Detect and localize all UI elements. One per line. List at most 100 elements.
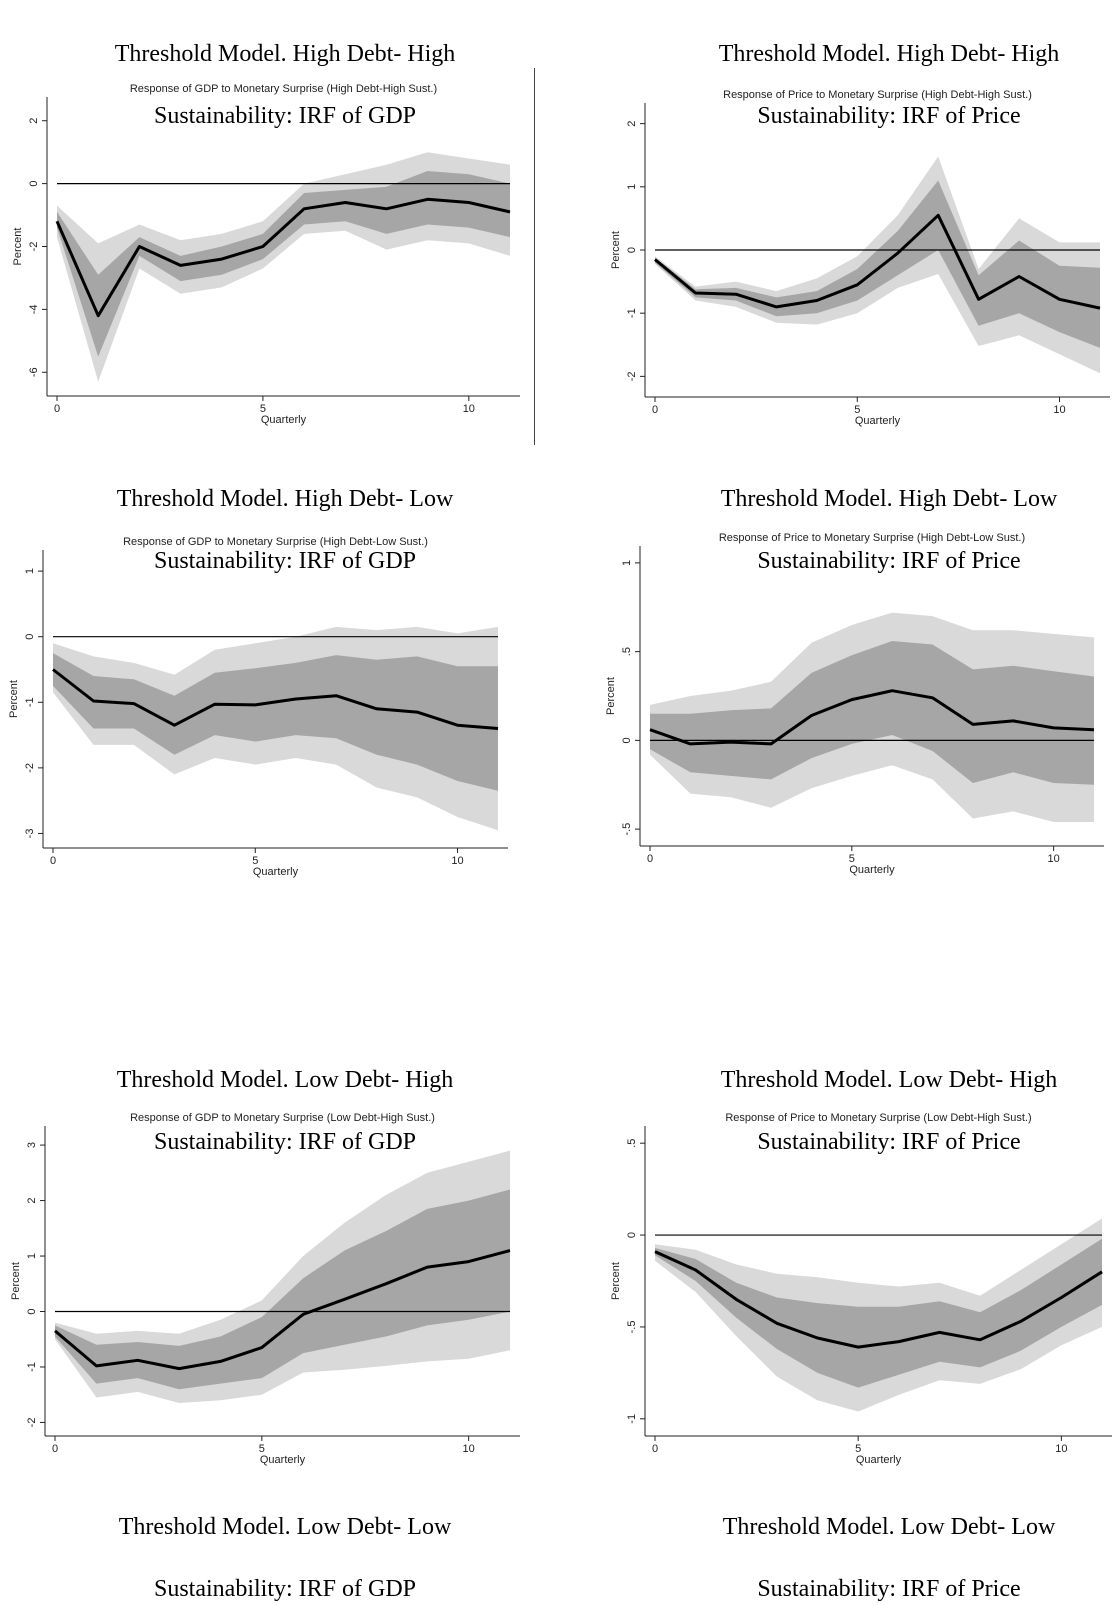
x-tick-label: 0 [50,855,56,867]
x-axis-label: Quarterly [849,864,895,876]
panel-title-price-high-debt-low-sust: Threshold Model. High Debt- Low Sustaina… [654,453,1116,577]
panel-title-line: Threshold Model. High Debt- High [114,41,456,67]
inner-confidence-band [53,653,498,791]
y-tick-label: -.5 [621,823,633,836]
x-tick-label: 5 [849,853,855,865]
irf-line [654,1250,1103,1349]
inner-confidence-band [655,1238,1102,1388]
panel-title-line: Threshold Model. Low Debt- Low [722,1514,1056,1540]
chart-title: Response of GDP to Monetary Surprise (Lo… [130,1112,435,1124]
x-tick-label: 10 [463,403,475,415]
panel-title-line: Threshold Model. High Debt- Low [116,486,454,512]
inner-confidence-band [57,171,510,357]
y-tick-label: 1 [626,184,638,190]
chart-price-high-debt-low-sust: 1 .5 0 -.5 0 5 10 Quarterly Percent Response of P… [0,526,1116,894]
panel-divider [534,68,535,445]
inner-confidence-band [55,1189,510,1390]
y-axis-label: Percent [605,677,617,715]
chart-price-low-debt-high-sust: .5 0 -.5 -1 0 5 10 Quarterly Percent Response of … [0,1102,1116,1480]
chart-title: Response of Price to Monetary Surprise (… [723,89,1032,101]
panel-title-line: Sustainability: IRF of GDP [153,1576,417,1602]
y-tick-label: -1 [626,1414,638,1424]
y-tick-label: .5 [621,647,633,656]
y-tick-label: -2 [24,763,36,773]
y-tick-label: 3 [26,1142,38,1148]
x-tick-label: 10 [1053,404,1065,416]
y-tick-label: 2 [28,118,40,124]
x-axis-label: Quarterly [856,1454,902,1466]
y-tick-label: 0 [626,247,638,253]
panel-title-line: Threshold Model. Low Debt- Low [118,1514,452,1540]
irf-line [54,1249,511,1371]
chart-svg: 1 .5 0 -.5 0 5 10 Quarterly Percent Response of P… [605,532,1104,876]
panel-title-line: Sustainability: IRF of Price [757,548,1021,574]
y-axis-label: Percent [8,680,20,718]
y-tick-label: 1 [24,568,36,574]
y-tick-label: -2 [28,242,40,252]
chart-gdp-low-debt-high-sust: 3 2 1 0 -1 -2 0 5 10 Quarterly Percent Response of … [0,1102,540,1480]
x-tick-label: 10 [451,855,463,867]
y-tick-label: 2 [26,1198,38,1204]
irf-line [649,689,1095,746]
chart-svg: 2 0 -2 -4 -6 0 5 10 Quarterly Percent Response of … [12,83,520,426]
panel-title-line: Threshold Model. High Debt- High [718,41,1060,67]
panel-title-gdp-low-debt-low-sust: Threshold Model. Low Debt- Low Sustainab… [50,1481,520,1605]
y-tick-label: -2 [26,1418,38,1428]
panel-title-price-low-debt-low-sust: Threshold Model. Low Debt- Low Sustainab… [654,1481,1116,1605]
y-tick-label: -3 [24,829,36,839]
y-tick-label: 0 [28,181,40,187]
x-tick-label: 5 [260,403,266,415]
panel-title-line: Threshold Model. Low Debt- High [116,1067,454,1093]
y-tick-label: -1 [626,308,638,318]
panel-title-gdp-low-debt-high-sust: Threshold Model. Low Debt- High Sustaina… [50,1034,520,1158]
y-axis-label: Percent [610,1262,622,1300]
y-tick-label: 0 [626,1232,638,1238]
y-tick-label: -4 [28,304,40,314]
y-tick-label: 1 [26,1253,38,1259]
panel-title-gdp-high-debt-high-sust: Threshold Model. High Debt- High Sustain… [50,8,520,132]
x-tick-label: 0 [652,404,658,416]
chart-price-high-debt-high-sust: 2 1 0 -1 -2 0 5 10 Quarterly Percent Response of P… [0,78,1116,446]
x-tick-label: 5 [855,1443,861,1455]
panel-title-line: Sustainability: IRF of Price [757,103,1021,129]
x-tick-label: 0 [52,1443,58,1455]
chart-svg: .5 0 -.5 -1 0 5 10 Quarterly Percent Response of … [610,1112,1112,1466]
y-tick-label: -2 [626,371,638,381]
panel-title-line: Sustainability: IRF of GDP [153,103,417,129]
x-tick-label: 0 [652,1443,658,1455]
irf-line [55,197,511,318]
y-tick-label: -6 [28,367,40,377]
y-axis-label: Percent [10,1262,22,1300]
panel-title-line: Threshold Model. High Debt- Low [720,486,1058,512]
x-axis-label: Quarterly [855,415,901,427]
x-tick-label: 10 [1055,1443,1067,1455]
irf-line [654,213,1101,310]
panel-title-line: Sustainability: IRF of Price [757,1129,1021,1155]
y-axis-label: Percent [610,231,622,269]
y-tick-label: -1 [24,697,36,707]
y-tick-label: 0 [26,1308,38,1314]
inner-confidence-band [650,641,1094,785]
y-tick-label: 0 [621,737,633,743]
x-axis-label: Quarterly [260,1454,306,1466]
chart-title: Response of Price to Monetary Surprise (… [719,532,1025,544]
panel-title-gdp-high-debt-low-sust: Threshold Model. High Debt- Low Sustaina… [50,453,520,577]
panel-title-price-low-debt-high-sust: Threshold Model. Low Debt- High Sustaina… [654,1034,1116,1158]
x-tick-label: 5 [259,1443,265,1455]
y-tick-label: 2 [626,121,638,127]
x-tick-label: 5 [854,404,860,416]
y-tick-label: -1 [26,1362,38,1372]
panel-title-line: Sustainability: IRF of GDP [153,548,417,574]
y-tick-label: .5 [626,1139,638,1148]
y-tick-label: 0 [24,634,36,640]
x-tick-label: 10 [1048,853,1060,865]
chart-title: Response of GDP to Monetary Surprise (Hi… [130,83,437,95]
chart-title: Response of Price to Monetary Surprise (… [725,1112,1031,1124]
panel-title-line: Threshold Model. Low Debt- High [720,1067,1058,1093]
chart-gdp-high-debt-high-sust: 2 0 -2 -4 -6 0 5 10 Quarterly Percent Response of … [0,78,540,446]
panel-title-line: Sustainability: IRF of GDP [153,1129,417,1155]
x-tick-label: 0 [647,853,653,865]
